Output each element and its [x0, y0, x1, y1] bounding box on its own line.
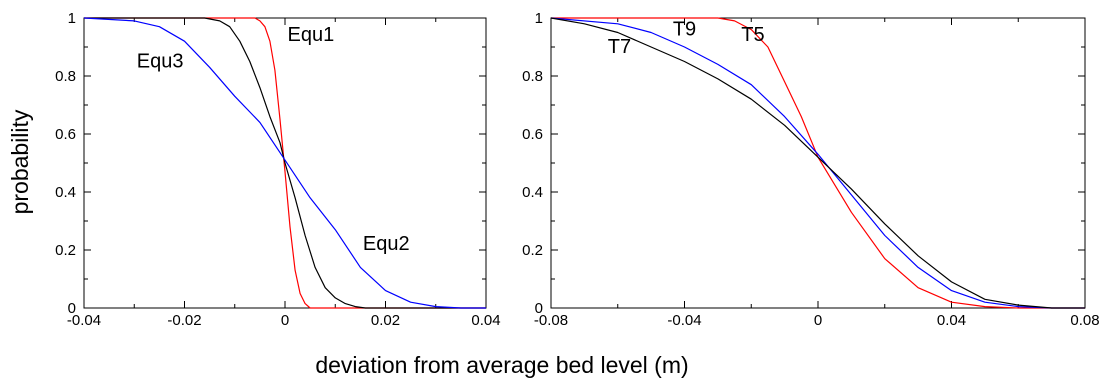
y-axis-title-left: probability: [7, 109, 33, 214]
left-chart-panel: -0.04 -0.02 0 0.02 0.04 0 0.2 0.4 0.6 0.8 1 Equ1 Equ…: [55, 10, 500, 329]
series-label-t5: T5: [741, 24, 764, 46]
series-line-equ2: [84, 17, 486, 309]
series-label-t9: T9: [673, 18, 696, 40]
series-label-equ1: Equ1: [288, 24, 335, 46]
x-tick-label: -0.02: [167, 312, 201, 329]
y-tick-label: 0.8: [55, 68, 76, 85]
series-label-equ2: Equ2: [363, 233, 410, 255]
x-tick-label: 0: [814, 312, 822, 329]
y-tick-label: 0.8: [522, 68, 543, 85]
y-tick-label: 0: [68, 300, 76, 317]
x-tick-label: -0.04: [667, 312, 701, 329]
x-tick-label: 0.08: [1070, 312, 1099, 329]
y-tick-label: 0.6: [522, 126, 543, 143]
series-line-equ3: [83, 17, 486, 309]
x-tick-label: -0.04: [67, 312, 101, 329]
x-axis-title: deviation from average bed level (m): [315, 352, 688, 378]
series-line-t5: [551, 17, 1085, 309]
plot-frame: [550, 17, 1086, 309]
series-line-t7: [550, 17, 1085, 309]
y-tick-label: 0.4: [55, 184, 76, 201]
series-line-t9: [550, 17, 1085, 309]
x-tick-label: 0.04: [937, 312, 966, 329]
y-tick-label: 0.4: [522, 184, 543, 201]
x-tick-label: -0.08: [534, 312, 568, 329]
series-line-equ1: [84, 17, 486, 309]
y-tick-label: 0: [535, 300, 543, 317]
y-tick-label: 0.2: [522, 242, 543, 259]
y-tick-label: 1: [535, 10, 543, 27]
series-label-t7: T7: [608, 36, 631, 58]
x-tick-label: 0.02: [371, 312, 400, 329]
y-tick-label: 0.6: [55, 126, 76, 143]
y-tick-label: 1: [68, 10, 76, 27]
x-tick-label: 0.04: [471, 312, 500, 329]
series-label-equ3: Equ3: [137, 50, 184, 72]
x-tick-label: 0: [281, 312, 289, 329]
right-chart-panel: -0.08 -0.04 0 0.04 0.08 0 0.2 0.4 0.6 0.8 1 T7 T9 T5: [522, 10, 1099, 329]
y-tick-label: 0.2: [55, 242, 76, 259]
